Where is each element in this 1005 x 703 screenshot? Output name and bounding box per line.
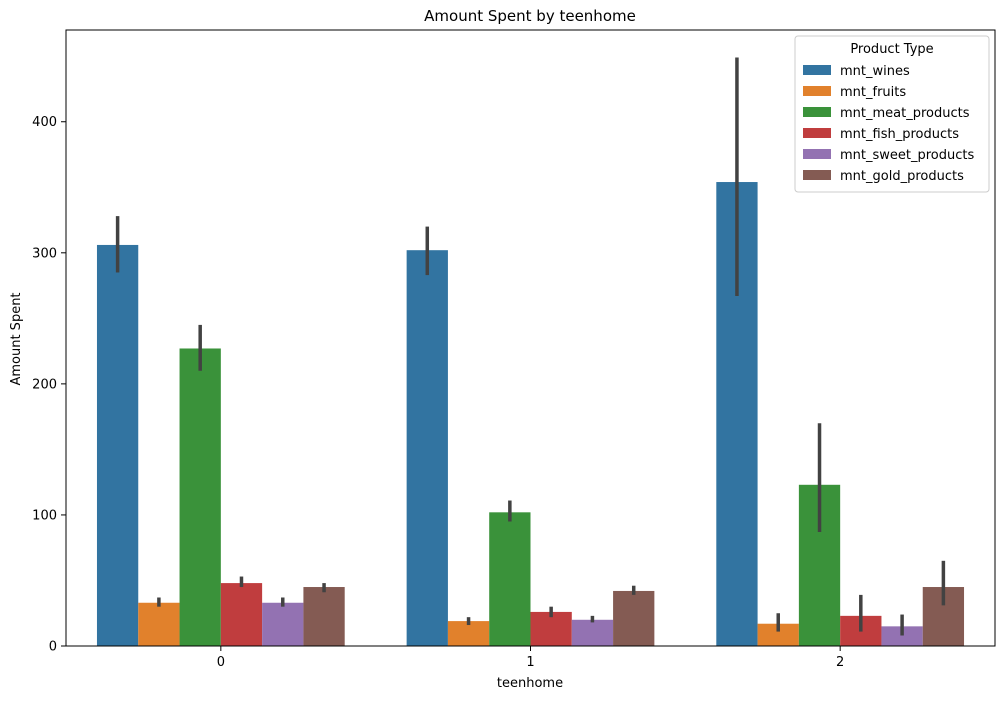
error-bars-group — [115, 57, 946, 636]
bar-mnt_fish_products-0 — [220, 583, 263, 646]
legend-label-mnt_fruits: mnt_fruits — [840, 85, 906, 100]
legend-label-mnt_fish_products: mnt_fish_products — [840, 127, 959, 142]
legend-label-mnt_meat_products: mnt_meat_products — [840, 106, 970, 121]
bar-mnt_meat_products-1 — [489, 512, 531, 646]
bar-mnt_fruits-2 — [757, 623, 799, 646]
legend-title: Product Type — [850, 42, 933, 57]
bar-mnt_meat_products-0 — [179, 348, 221, 646]
bar-mnt_fish_products-1 — [530, 611, 572, 646]
bar-mnt_fruits-0 — [138, 602, 180, 646]
bar-mnt_gold_products-0 — [303, 587, 345, 646]
y-tick-label: 200 — [32, 377, 57, 392]
y-tick-label: 0 — [49, 640, 57, 655]
bar-mnt_sweet_products-2 — [881, 626, 923, 646]
bar-mnt_wines-0 — [96, 244, 139, 646]
x-tick-label: 2 — [836, 655, 844, 670]
bar-mnt_sweet_products-1 — [571, 619, 614, 646]
legend-label-mnt_sweet_products: mnt_sweet_products — [840, 148, 974, 163]
y-tick-label: 400 — [32, 115, 57, 130]
legend-swatch-mnt_sweet_products — [803, 149, 831, 159]
x-tick-label: 1 — [526, 655, 534, 670]
bar-mnt_gold_products-1 — [613, 590, 655, 646]
legend-label-mnt_wines: mnt_wines — [840, 64, 910, 79]
legend-swatch-mnt_fish_products — [803, 128, 831, 138]
chart-title: Amount Spent by teenhome — [424, 7, 636, 25]
bar-mnt_wines-1 — [406, 250, 448, 646]
y-tick-label: 300 — [32, 246, 57, 261]
bar-mnt_sweet_products-0 — [262, 602, 304, 646]
axes-group: 0 100 200 300 400 0 1 2 — [32, 29, 996, 670]
y-axis-label: Amount Spent — [9, 292, 24, 385]
legend-swatch-mnt_wines — [803, 65, 831, 75]
bars-group — [96, 182, 965, 646]
x-axis-label: teenhome — [497, 676, 563, 691]
bar-mnt_fruits-1 — [447, 621, 490, 646]
legend-swatch-mnt_fruits — [803, 86, 831, 96]
legend: Product Type mnt_wines mnt_fruits mnt_meat_… — [794, 35, 990, 193]
x-tick-label: 0 — [217, 655, 225, 670]
legend-label-mnt_gold_products: mnt_gold_products — [840, 169, 964, 184]
y-tick-label: 100 — [32, 508, 57, 523]
legend-swatch-mnt_meat_products — [803, 107, 831, 117]
legend-box — [794, 35, 990, 193]
legend-swatch-mnt_gold_products — [803, 170, 831, 180]
